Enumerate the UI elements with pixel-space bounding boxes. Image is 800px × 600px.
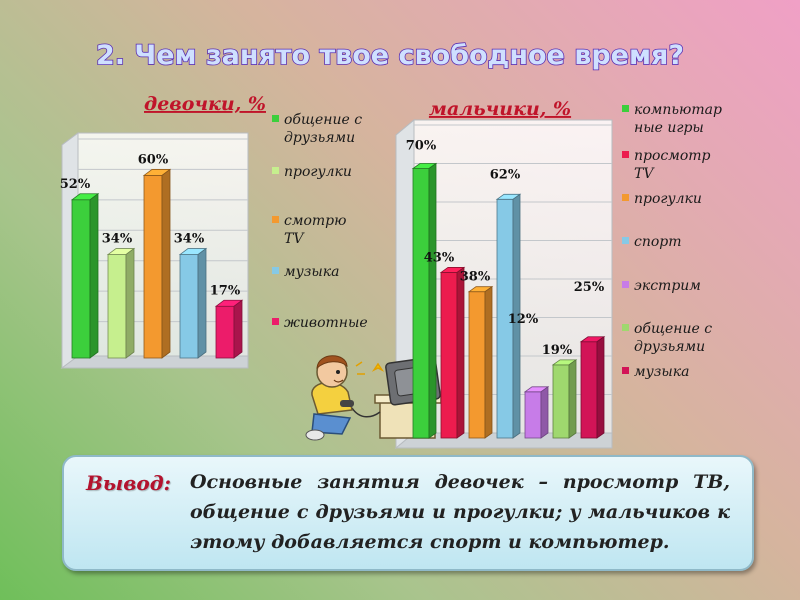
legend-swatch [622, 105, 629, 112]
legend-label: друзьями [284, 130, 355, 146]
bar-value-label: 34% [102, 232, 133, 247]
bar-value-label: 43% [424, 250, 455, 265]
legend-swatch [272, 167, 279, 174]
legend-swatch [622, 151, 629, 158]
bar-3 [467, 285, 494, 439]
conclusion-label: Вывод: [86, 471, 172, 495]
bar-3 [142, 168, 172, 359]
legend-label: спорт [634, 234, 682, 250]
bar-2 [439, 266, 466, 439]
bar-value-label: 17% [210, 283, 241, 298]
boys-chart-legend: компьютар ные игры просмотр TV прогулки спорт… [622, 102, 722, 380]
legend-label: смотрю [284, 213, 346, 229]
legend-swatch [272, 267, 279, 274]
legend-swatch [622, 324, 629, 331]
boys-chart-bars: 70% 43% 38% 62% 12% 19% 25% [406, 139, 606, 439]
bar-6 [551, 359, 578, 439]
conclusion-box: Вывод: Основные занятия девочек – просмо… [62, 455, 754, 571]
bar-value-label: 62% [490, 167, 521, 182]
legend-swatch [622, 281, 629, 288]
girls-chart-title: девочки, % [144, 93, 266, 115]
bar-value-label: 34% [174, 232, 205, 247]
legend-label: музыка [634, 364, 689, 380]
legend-swatch [622, 194, 629, 201]
legend-label: прогулки [634, 191, 702, 207]
slide-title: 2. Чем занято твое свободное время? [96, 40, 684, 71]
legend-label: TV [634, 166, 655, 182]
bar-7 [579, 335, 606, 439]
legend-swatch [622, 367, 629, 374]
bar-2 [106, 247, 136, 359]
boys-chart-title: мальчики, % [429, 98, 571, 120]
legend-swatch [272, 216, 279, 223]
bar-value-label: 12% [508, 312, 539, 327]
legend-swatch [622, 237, 629, 244]
bar-1 [411, 162, 438, 439]
conclusion-text: Основные занятия девочек – просмотр ТВ, … [190, 471, 730, 553]
bar-4 [178, 247, 208, 359]
legend-label: друзьями [634, 339, 705, 355]
bar-5 [523, 386, 550, 439]
bar-5 [214, 299, 244, 359]
bar-4 [495, 193, 522, 439]
bar-value-label: 25% [574, 280, 605, 295]
bar-value-label: 19% [542, 343, 573, 358]
legend-label: животные [284, 315, 368, 331]
legend-label: общение с [634, 321, 712, 337]
bar-value-label: 52% [60, 177, 91, 192]
girls-chart-legend: общение с друзьями прогулки смотрю TV музыка ж… [272, 112, 368, 331]
legend-label: прогулки [284, 164, 352, 180]
legend-swatch [272, 318, 279, 325]
legend-label: просмотр [634, 148, 711, 164]
legend-label: компьютар [634, 102, 722, 118]
legend-label: TV [284, 231, 305, 247]
girls-chart-bars: 52% 34% 60% 34% 17% [60, 152, 244, 359]
bar-1 [70, 192, 100, 359]
bar-value-label: 70% [406, 139, 437, 154]
legend-label: музыка [284, 264, 339, 280]
legend-label: ные игры [634, 120, 704, 136]
bar-value-label: 60% [138, 152, 169, 167]
bar-value-label: 38% [460, 270, 491, 285]
legend-label: экстрим [634, 278, 701, 294]
legend-label: общение с [284, 112, 362, 128]
legend-swatch [272, 115, 279, 122]
